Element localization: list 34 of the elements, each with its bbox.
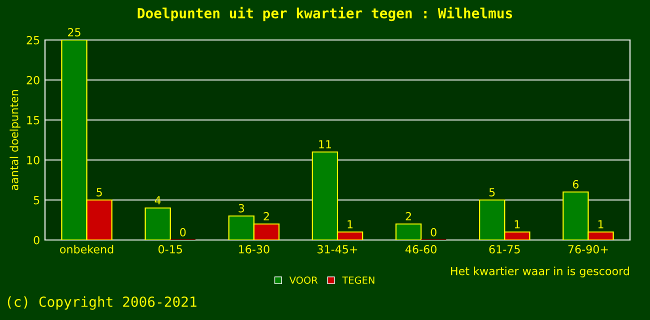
x-tick-label: onbekend: [60, 244, 114, 254]
y-tick-label: 5: [34, 196, 40, 204]
y-tick-label: 10: [27, 156, 40, 164]
legend-label: VOOR: [289, 276, 318, 284]
x-tick-label: 46-60: [405, 245, 436, 254]
data-label: 11: [319, 140, 332, 148]
x-tick-label: 61-75: [489, 245, 520, 254]
y-tick-label: 15: [27, 116, 40, 124]
bar: [395, 223, 422, 240]
data-label: 2: [264, 212, 269, 220]
y-tick-label: 20: [26, 76, 40, 84]
y-axis-title: aantal doelpunten: [10, 90, 20, 190]
data-label: 1: [514, 220, 520, 228]
legend-label: TEGEN: [342, 276, 374, 284]
data-label: 6: [572, 180, 579, 188]
y-tick-label: 0: [34, 236, 40, 244]
chart-title: Doelpunten uit per kwartier tegen : Wilhelmus: [138, 6, 512, 22]
x-axis-title: Het kwartier waar in is gescoord: [451, 266, 629, 278]
bar: [144, 207, 171, 240]
data-label: 25: [68, 28, 80, 36]
x-tick-label: 0-15: [158, 245, 182, 254]
data-label: 0: [430, 228, 436, 236]
data-label: 1: [598, 220, 604, 228]
x-tick-label: 76-90+: [568, 245, 608, 254]
data-label: 5: [96, 188, 102, 196]
x-tick-label: 16-30: [239, 245, 270, 254]
data-label: 5: [489, 188, 495, 196]
data-label: 3: [238, 204, 244, 212]
data-label: 0: [180, 228, 186, 236]
x-tick-label: 31-45+: [318, 245, 358, 254]
text: (c) Copyright 2006-2021: [8, 296, 196, 310]
data-label: 2: [406, 212, 411, 220]
y-tick-label: 25: [26, 36, 40, 44]
data-label: 1: [348, 220, 353, 228]
